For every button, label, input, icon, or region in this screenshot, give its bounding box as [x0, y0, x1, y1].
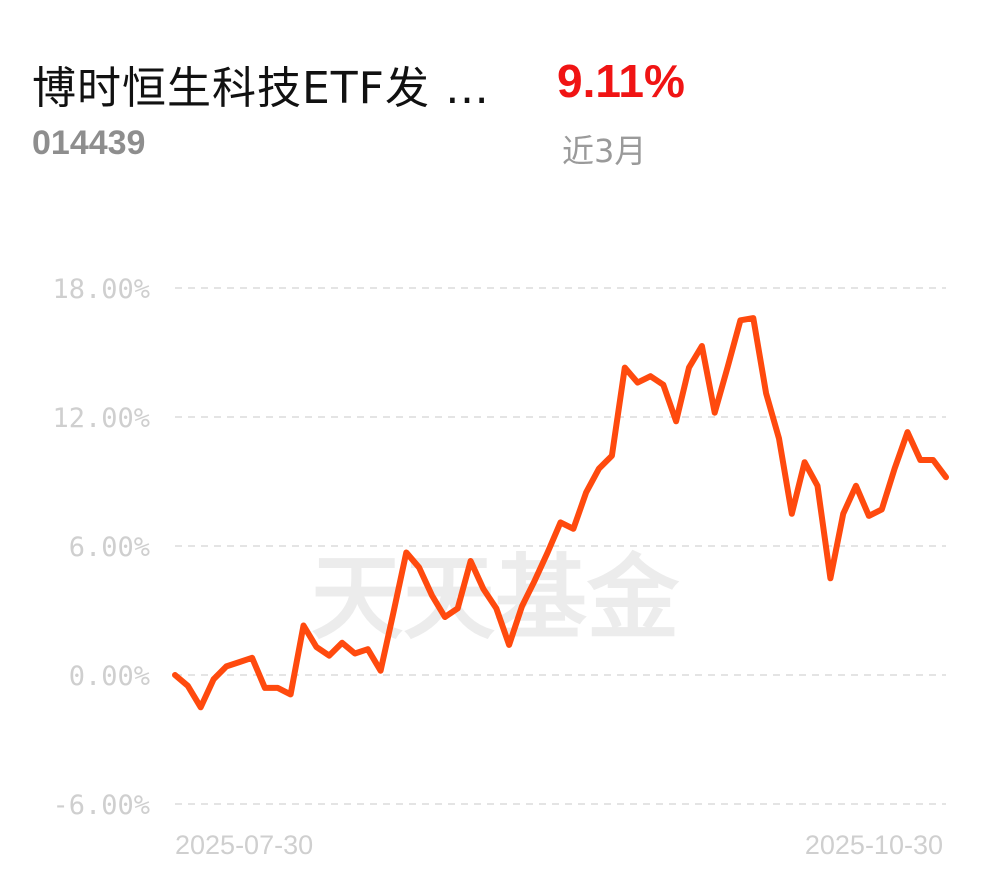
watermark-text: 天天基金: [311, 544, 680, 652]
y-tick-label: -6.00%: [52, 790, 150, 821]
y-tick-label: 0.00%: [69, 661, 150, 692]
series-line: [172, 315, 949, 711]
y-axis-ticks: 18.00% 12.00% 6.00% 0.00% -6.00%: [52, 274, 150, 821]
return-period: 近3月: [562, 132, 647, 170]
y-tick-label: 18.00%: [52, 274, 150, 305]
y-tick-label: 12.00%: [52, 403, 150, 434]
fund-code: 014439: [32, 124, 146, 162]
y-tick-label: 6.00%: [69, 532, 150, 563]
return-value: 9.11%: [557, 55, 685, 107]
x-start-label: 2025-07-30: [175, 830, 313, 860]
fund-name: 博时恒生科技ETF发 …: [32, 63, 490, 114]
grid-lines: [175, 287, 946, 805]
x-end-label: 2025-10-30: [805, 830, 943, 860]
